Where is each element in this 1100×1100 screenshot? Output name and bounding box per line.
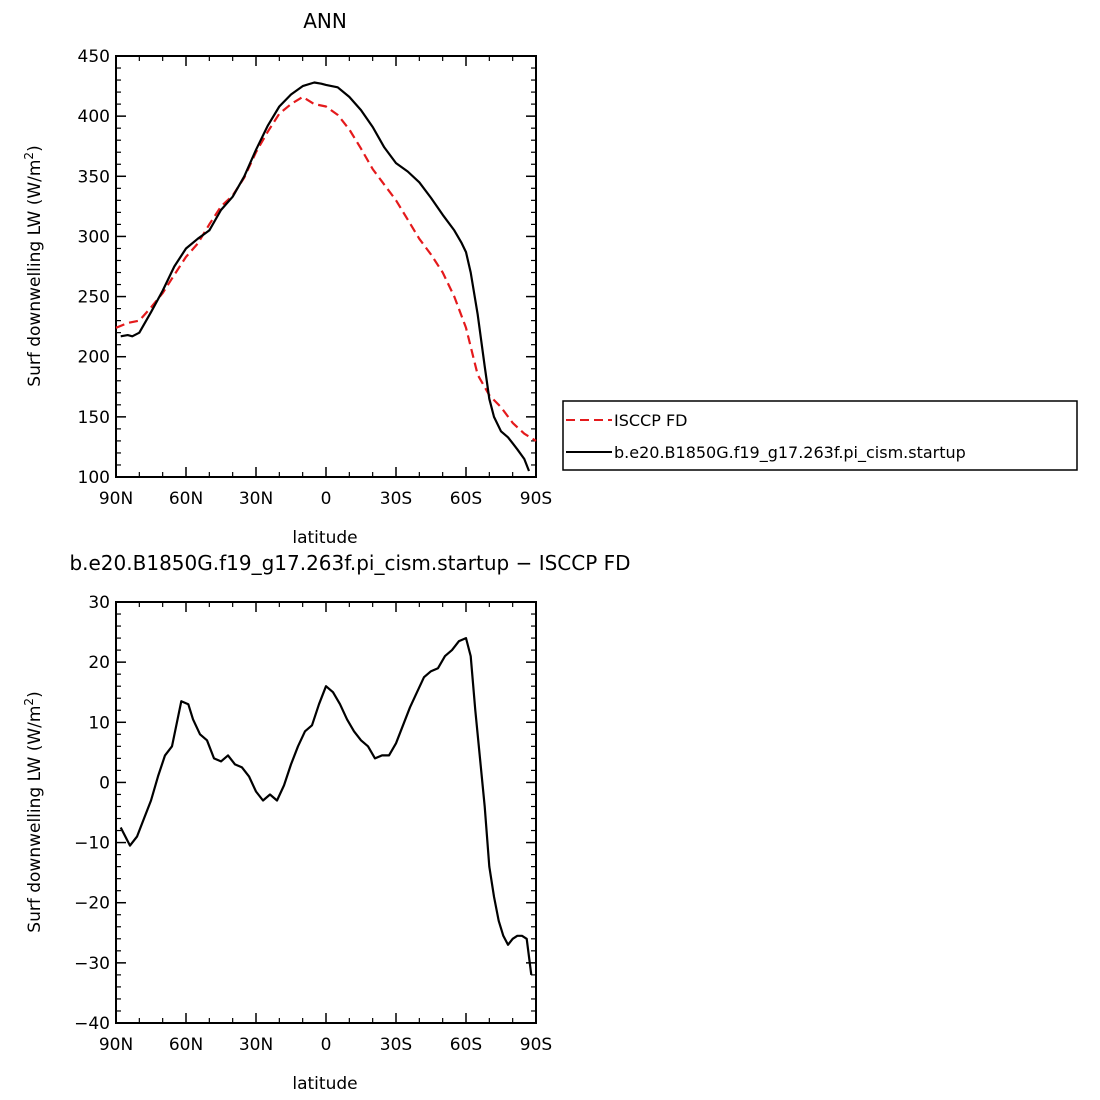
top-x-tick-label: 30S [380,489,412,509]
top-y-tick-label: 300 [78,227,110,247]
bottom-x-tick-label: 60N [169,1035,203,1055]
bottom-panel: b.e20.B1850G.f19_g17.263f.pi_cism.startu… [22,551,631,1094]
top-x-tick-label: 60S [450,489,482,509]
legend-box [562,400,1078,471]
top-x-tick-label: 90N [99,489,133,509]
top-series-lines [115,81,537,472]
top-series-line-1 [120,81,531,472]
bottom-x-tick-label: 90S [520,1035,552,1055]
bottom-x-tick-label: 30N [239,1035,273,1055]
bottom-x-axis-label: latitude [292,1074,357,1094]
top-axis-ticks: 90N 60N 30N 0 30S 60S 90S 100 150 200 250 300 350 400… [78,47,553,509]
bottom-chart-title: b.e20.B1850G.f19_g17.263f.pi_cism.startu… [69,551,630,575]
top-x-axis-label: latitude [292,528,357,548]
bottom-x-tick-label: 60S [450,1035,482,1055]
top-x-tick-label: 0 [321,489,332,509]
top-x-tick-label: 30N [239,489,273,509]
top-y-axis-label: Surf downwelling LW (W/m2) [22,145,45,386]
bottom-x-tick-label: 30S [380,1035,412,1055]
top-y-tick-label: 400 [78,107,110,127]
top-y-tick-label: 250 [78,288,110,308]
bottom-x-tick-label: 90N [99,1035,133,1055]
legend-label-isccp: ISCCP FD [614,411,687,430]
bottom-y-tick-label: −10 [74,834,110,854]
top-y-tick-label: 200 [78,348,110,368]
legend: ISCCP FD b.e20.B1850G.f19_g17.263f.pi_ci… [562,400,1078,471]
bottom-y-tick-label: −40 [74,1014,110,1034]
bottom-y-tick-label: 0 [99,773,110,793]
bottom-y-tick-label: 20 [88,653,110,673]
top-panel: ANN 90N 60N 30N 0 30S 60S 90S 100 150 200 250 300 35… [22,9,1078,548]
top-series-line-0 [115,95,537,442]
bottom-series-lines [119,636,533,976]
top-y-tick-label: 100 [78,468,110,488]
bottom-series-line-0 [119,636,533,976]
top-y-tick-label: 450 [78,47,110,67]
bottom-y-tick-label: −30 [74,954,110,974]
bottom-axis-ticks: 90N 60N 30N 0 30S 60S 90S −40 −30 −20 −10 0 10 20 30 [74,593,552,1055]
top-x-tick-label: 60N [169,489,203,509]
bottom-y-tick-label: 10 [88,713,110,733]
bottom-y-tick-label: −20 [74,894,110,914]
top-y-tick-label: 350 [78,167,110,187]
top-x-tick-label: 90S [520,489,552,509]
bottom-plot-frame [115,601,537,1024]
bottom-y-axis-label: Surf downwelling LW (W/m2) [22,691,45,932]
top-y-tick-label: 150 [78,408,110,428]
top-chart-title: ANN [303,9,347,33]
bottom-y-tick-label: 30 [88,593,110,613]
legend-label-model: b.e20.B1850G.f19_g17.263f.pi_cism.startu… [614,443,966,463]
bottom-x-tick-label: 0 [321,1035,332,1055]
